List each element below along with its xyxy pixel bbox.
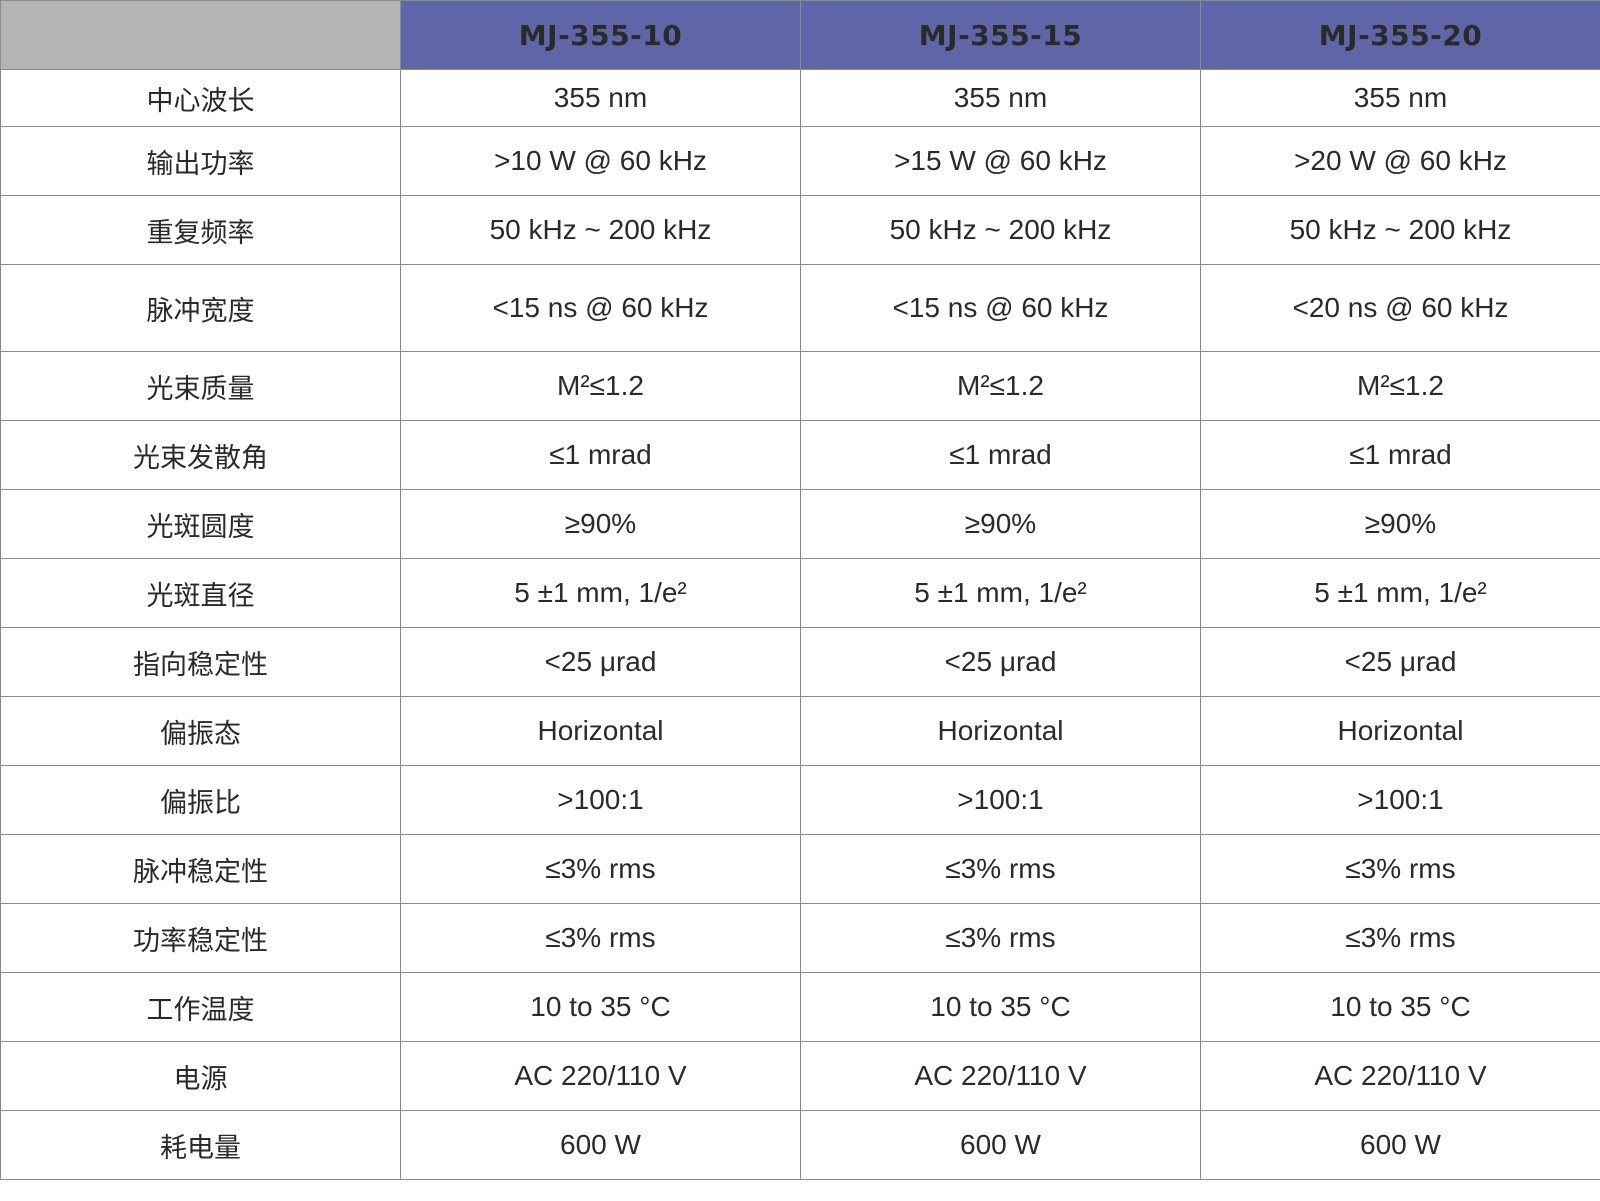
table-cell: ≤1 mrad [800, 420, 1201, 490]
table-cell: 10 to 35 °C [1200, 972, 1600, 1042]
table-cell: 600 W [1200, 1110, 1600, 1180]
row-label: 指向稳定性 [0, 627, 401, 697]
table-row: 功率稳定性 ≤3% rms ≤3% rms ≤3% rms [0, 903, 1600, 973]
table-row: 输出功率 >10 W @ 60 kHz >15 W @ 60 kHz >20 W… [0, 126, 1600, 196]
table-row: 指向稳定性 <25 μrad <25 μrad <25 μrad [0, 627, 1600, 697]
table-row: 耗电量 600 W 600 W 600 W [0, 1110, 1600, 1180]
table-cell: Horizontal [1200, 696, 1600, 766]
table-cell: ≤1 mrad [1200, 420, 1600, 490]
table-cell: <20 ns @ 60 kHz [1200, 264, 1600, 352]
row-label: 光束质量 [0, 351, 401, 421]
table-cell: >100:1 [800, 765, 1201, 835]
table-cell: 10 to 35 °C [400, 972, 801, 1042]
table-cell: Horizontal [400, 696, 801, 766]
table-row: 电源 AC 220/110 V AC 220/110 V AC 220/110 … [0, 1041, 1600, 1111]
table-cell: M²≤1.2 [400, 351, 801, 421]
table-cell: ≤3% rms [1200, 834, 1600, 904]
row-label: 工作温度 [0, 972, 401, 1042]
table-cell: >100:1 [400, 765, 801, 835]
table-cell: ≥90% [800, 489, 1201, 559]
table-cell: ≤3% rms [1200, 903, 1600, 973]
row-label: 功率稳定性 [0, 903, 401, 973]
table-cell: 5 ±1 mm, 1/e² [1200, 558, 1600, 628]
table-cell: AC 220/110 V [400, 1041, 801, 1111]
model-header: MJ-355-15 [800, 0, 1201, 70]
table-cell: ≤3% rms [800, 834, 1201, 904]
row-label: 中心波长 [0, 69, 401, 127]
table-cell: 600 W [400, 1110, 801, 1180]
table-cell: 5 ±1 mm, 1/e² [400, 558, 801, 628]
row-label: 脉冲宽度 [0, 264, 401, 352]
table-cell: ≤1 mrad [400, 420, 801, 490]
table-row: 光斑圆度 ≥90% ≥90% ≥90% [0, 489, 1600, 559]
header-row: MJ-355-10 MJ-355-15 MJ-355-20 [0, 0, 1600, 70]
table-cell: ≤3% rms [400, 834, 801, 904]
row-label: 光斑直径 [0, 558, 401, 628]
table-cell: 355 nm [400, 69, 801, 127]
table-cell: ≥90% [1200, 489, 1600, 559]
table-row: 中心波长 355 nm 355 nm 355 nm [0, 69, 1600, 127]
header-corner-cell [0, 0, 401, 70]
table-row: 光束质量 M²≤1.2 M²≤1.2 M²≤1.2 [0, 351, 1600, 421]
table-cell: ≥90% [400, 489, 801, 559]
table-row: 脉冲稳定性 ≤3% rms ≤3% rms ≤3% rms [0, 834, 1600, 904]
table-cell: M²≤1.2 [1200, 351, 1600, 421]
table-cell: 5 ±1 mm, 1/e² [800, 558, 1201, 628]
table-row: 工作温度 10 to 35 °C 10 to 35 °C 10 to 35 °C [0, 972, 1600, 1042]
row-label: 光束发散角 [0, 420, 401, 490]
table-row: 偏振比 >100:1 >100:1 >100:1 [0, 765, 1600, 835]
row-label: 电源 [0, 1041, 401, 1111]
table-cell: ≤3% rms [400, 903, 801, 973]
table-cell: AC 220/110 V [800, 1041, 1201, 1111]
row-label: 偏振态 [0, 696, 401, 766]
table-cell: 50 kHz ~ 200 kHz [400, 195, 801, 265]
table-cell: 355 nm [800, 69, 1201, 127]
model-header: MJ-355-10 [400, 0, 801, 70]
table-row: 光斑直径 5 ±1 mm, 1/e² 5 ±1 mm, 1/e² 5 ±1 mm… [0, 558, 1600, 628]
table-cell: >20 W @ 60 kHz [1200, 126, 1600, 196]
row-label: 输出功率 [0, 126, 401, 196]
table-cell: >10 W @ 60 kHz [400, 126, 801, 196]
table-row: 脉冲宽度 <15 ns @ 60 kHz <15 ns @ 60 kHz <20… [0, 264, 1600, 352]
table-cell: <15 ns @ 60 kHz [800, 264, 1201, 352]
row-label: 光斑圆度 [0, 489, 401, 559]
table-cell: 600 W [800, 1110, 1201, 1180]
table-row: 光束发散角 ≤1 mrad ≤1 mrad ≤1 mrad [0, 420, 1600, 490]
row-label: 偏振比 [0, 765, 401, 835]
table-cell: 10 to 35 °C [800, 972, 1201, 1042]
row-label: 重复频率 [0, 195, 401, 265]
row-label: 耗电量 [0, 1110, 401, 1180]
table-cell: <25 μrad [1200, 627, 1600, 697]
table-row: 偏振态 Horizontal Horizontal Horizontal [0, 696, 1600, 766]
table-cell: <15 ns @ 60 kHz [400, 264, 801, 352]
table-cell: ≤3% rms [800, 903, 1201, 973]
table-cell: >100:1 [1200, 765, 1600, 835]
table-cell: 355 nm [1200, 69, 1600, 127]
table-cell: AC 220/110 V [1200, 1041, 1600, 1111]
model-header: MJ-355-20 [1200, 0, 1600, 70]
table-cell: 50 kHz ~ 200 kHz [800, 195, 1201, 265]
table-cell: <25 μrad [800, 627, 1201, 697]
table-cell: >15 W @ 60 kHz [800, 126, 1201, 196]
table-cell: 50 kHz ~ 200 kHz [1200, 195, 1600, 265]
table-cell: M²≤1.2 [800, 351, 1201, 421]
table-cell: <25 μrad [400, 627, 801, 697]
table-row: 重复频率 50 kHz ~ 200 kHz 50 kHz ~ 200 kHz 5… [0, 195, 1600, 265]
table-cell: Horizontal [800, 696, 1201, 766]
row-label: 脉冲稳定性 [0, 834, 401, 904]
